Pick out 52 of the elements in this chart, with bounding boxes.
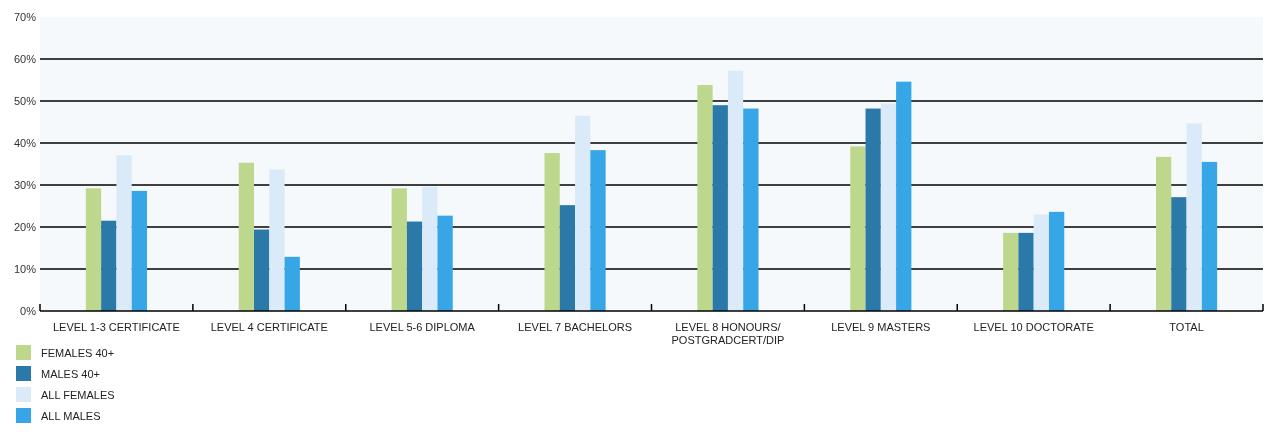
legend-label: ALL MALES (41, 409, 101, 422)
bar (896, 81, 912, 311)
bar (437, 215, 453, 311)
bar (1171, 197, 1187, 311)
bar (697, 85, 713, 311)
bar (850, 146, 866, 311)
legend-label: FEMALES 40+ (41, 346, 115, 359)
legend-label: MALES 40+ (41, 367, 101, 380)
y-tick-label: 10% (13, 262, 37, 275)
x-tick-label: LEVEL 5-6 DIPLOMA (369, 321, 476, 333)
bar (254, 229, 270, 311)
x-tick-label: LEVEL 1-3 CERTIFICATE (52, 321, 180, 333)
bar (712, 105, 728, 311)
bar (85, 188, 102, 311)
bar (391, 188, 407, 311)
bar (544, 153, 560, 311)
bar (284, 256, 300, 311)
x-tick-label: LEVEL 8 HONOURS/ POSTGRADCERT/DIP (671, 321, 785, 346)
bar (269, 169, 285, 311)
y-tick-label: 30% (13, 178, 37, 191)
bar (238, 162, 255, 311)
y-tick-label: 60% (13, 52, 37, 65)
bar (727, 70, 744, 311)
x-tick-label: LEVEL 7 BACHELORS (518, 321, 633, 333)
bar (422, 186, 438, 311)
bar (1201, 161, 1218, 311)
bar (559, 205, 576, 311)
legend-label: ALL FEMALES (41, 388, 115, 401)
bar (116, 155, 132, 311)
bar (743, 108, 759, 311)
bar (131, 190, 148, 311)
bar (1048, 211, 1065, 311)
bar (590, 150, 606, 311)
x-tick-label: LEVEL 9 MASTERS (831, 321, 931, 333)
bar (1003, 232, 1019, 311)
bar (101, 220, 117, 311)
y-tick-label: 20% (13, 220, 37, 233)
bar (1018, 232, 1034, 311)
bar (1033, 214, 1049, 311)
bar (880, 103, 897, 311)
x-tick-label: LEVEL 4 CERTIFICATE (210, 321, 328, 333)
y-tick-label: 40% (13, 136, 37, 149)
y-tick-label: 0% (20, 304, 37, 317)
bar (1186, 123, 1202, 311)
x-tick-label: LEVEL 10 DOCTORATE (973, 321, 1094, 333)
bar (865, 108, 881, 311)
y-tick-label: 70% (13, 10, 37, 23)
bar (1155, 156, 1172, 311)
x-tick-label: TOTAL (1169, 321, 1204, 333)
y-tick-label: 50% (13, 94, 37, 107)
bar (575, 115, 591, 311)
bar (406, 221, 423, 311)
